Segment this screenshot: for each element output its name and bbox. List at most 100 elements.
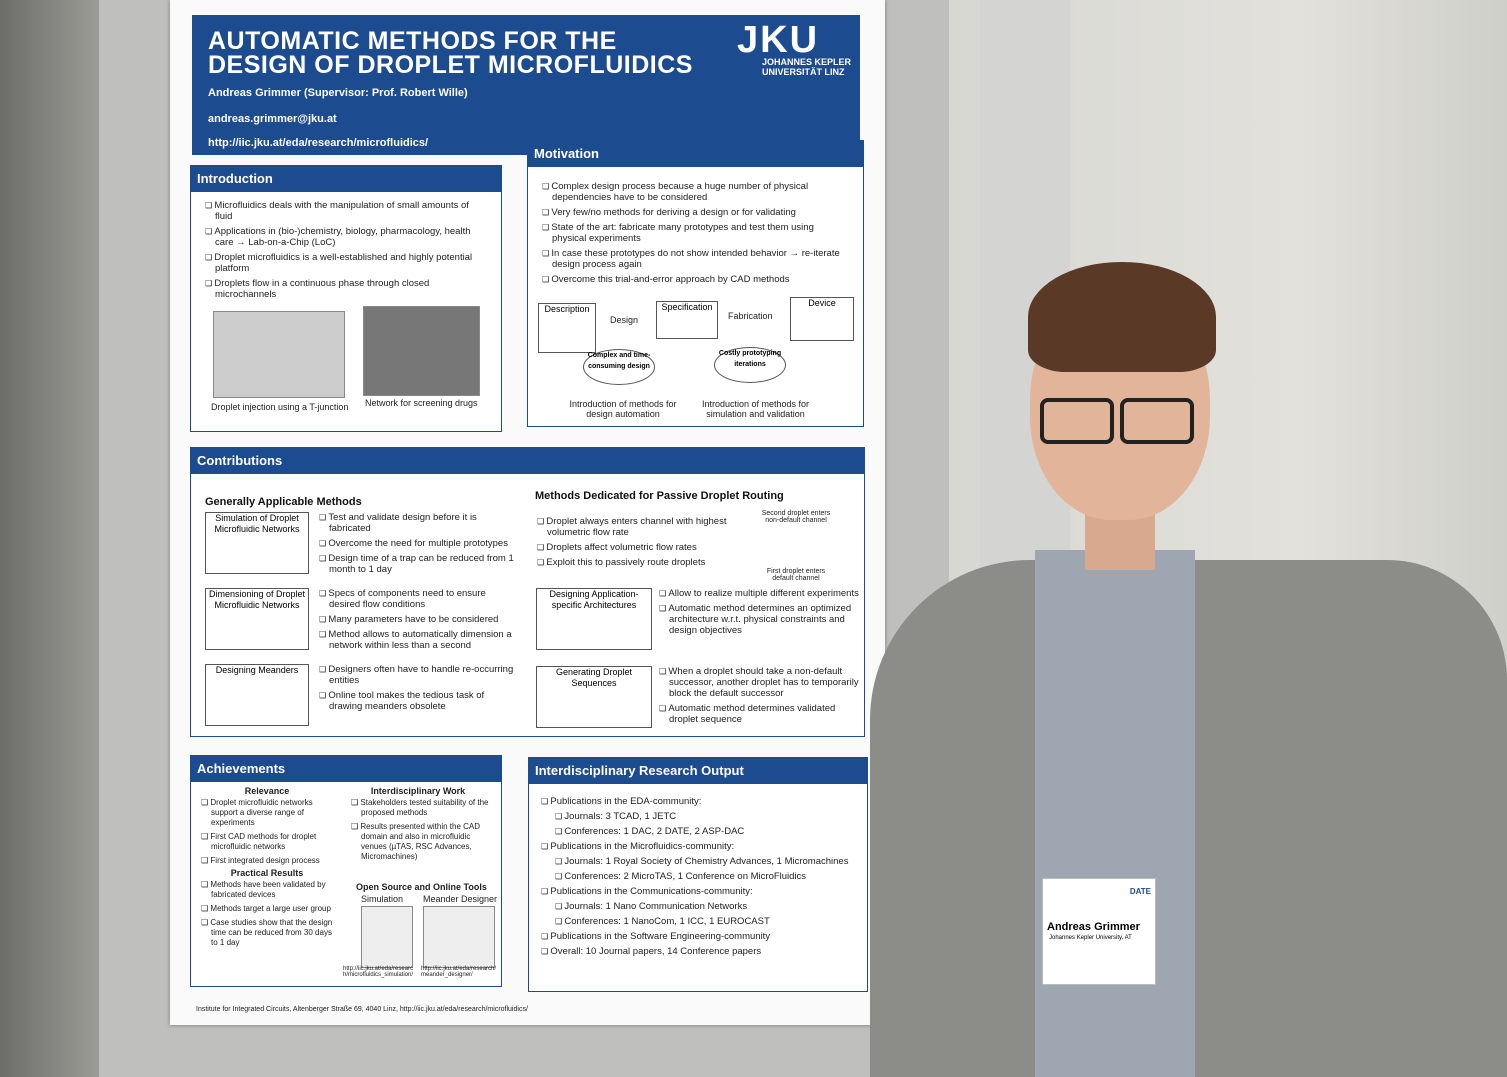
list-item: In case these prototypes do not show int… (542, 248, 842, 270)
list-item: Applications in (bio-)chemistry, biology… (205, 226, 485, 248)
list-item: Droplet microfluidic networks support a … (201, 798, 337, 828)
sub-item: Journals: 1 Nano Communication Networks (541, 901, 861, 912)
burst: Costly prototyping iterations (714, 347, 786, 383)
title-line: DESIGN OF DROPLET MICROFLUIDICS (208, 51, 693, 79)
sub-item: Conferences: 1 NanoCom, 1 ICC, 1 EUROCAS… (541, 916, 861, 927)
achievements: Achievements Relevance Droplet microfluid… (190, 755, 502, 987)
sub-item: Journals: 1 Royal Society of Chemistry A… (541, 856, 861, 867)
item-list: Test and validate design before it is fa… (319, 512, 519, 579)
flow-box: Specification (656, 301, 718, 339)
badge-name: Andreas Grimmer (1047, 921, 1140, 933)
item-list: Microfluidics deals with the manipulatio… (205, 200, 485, 304)
diagram-label: Second droplet enters non-default channe… (761, 510, 831, 524)
list-item: Methods have been validated by fabricate… (201, 880, 337, 900)
burst: Complex and time-consuming design (583, 349, 655, 385)
list-item: Publications in the Communications-commu… (541, 886, 861, 897)
list-item: Test and validate design before it is fa… (319, 512, 519, 534)
url: http://iic.jku.at/eda/research/microflui… (208, 137, 429, 149)
tool-label: Meander Designer (423, 894, 498, 904)
section-heading: Achievements (191, 756, 501, 782)
list-item: Many parameters have to be considered (319, 614, 519, 625)
list-item: Overcome this trial-and-error approach b… (542, 274, 842, 285)
section-heading: Contributions (191, 448, 864, 474)
author: Andreas Grimmer (Supervisor: Prof. Rober… (208, 87, 468, 99)
subheading: Methods Dedicated for Passive Droplet Ro… (535, 490, 784, 502)
list-item: Overcome the need for multiple prototype… (319, 538, 519, 549)
list-item: Design time of a trap can be reduced fro… (319, 553, 519, 575)
list-item: Online tool makes the tedious task of dr… (319, 690, 519, 712)
list-item: State of the art: fabricate many prototy… (542, 222, 842, 244)
logo-text: JOHANNES KEPLER UNIVERSITÄT LINZ (762, 57, 851, 77)
tool-label: Simulation (361, 894, 404, 904)
footer: Institute for Integrated Circuits, Alten… (196, 1006, 528, 1013)
outcome: Introduction of methods for simulation a… (701, 399, 810, 419)
item-list: Methods have been validated by fabricate… (201, 880, 337, 952)
list-item: Case studies show that the design time c… (201, 918, 337, 948)
list-item: Very few/no methods for deriving a desig… (542, 207, 842, 218)
tool-image (423, 906, 495, 968)
group-title: Relevance (244, 786, 290, 796)
list-item: Droplet always enters channel with highe… (537, 516, 737, 538)
link: http://iic.jku.at/eda/research/microflui… (343, 966, 414, 978)
group-title: Practical Results (230, 868, 304, 878)
sub-item: Journals: 3 TCAD, 1 JETC (541, 811, 861, 822)
glasses (1120, 398, 1194, 444)
list-item: Publications in the Microfluidics-commun… (541, 841, 861, 852)
flow-box: Device (790, 297, 854, 341)
tool-image (361, 906, 413, 968)
contributions: Contributions Generally Applicable Metho… (190, 447, 865, 737)
section-heading: Introduction (191, 166, 501, 192)
item-list: Complex design process because a huge nu… (542, 181, 842, 289)
research-output: Interdisciplinary Research Output Public… (528, 757, 868, 992)
logo-line: UNIVERSITÄT LINZ (762, 67, 845, 77)
item-list: Droplet always enters channel with highe… (537, 516, 737, 572)
list-item: Overall: 10 Journal papers, 14 Conferenc… (541, 946, 861, 957)
list-item: Designers often have to handle re-occurr… (319, 664, 519, 686)
list-item: Complex design process because a huge nu… (542, 181, 842, 203)
item-list: When a droplet should take a non-default… (659, 666, 859, 729)
email: andreas.grimmer@jku.at (208, 113, 337, 125)
banner: AUTOMATIC METHODS FOR THE DESIGN OF DROPL… (192, 15, 860, 155)
method-box: Simulation of Droplet Microfluidic Netwo… (205, 512, 309, 574)
list-item: Methods target a large user group (201, 904, 337, 914)
item-list: Droplet microfluidic networks support a … (201, 798, 337, 870)
outcome: Introduction of methods for design autom… (569, 399, 677, 419)
badge-affiliation: Johannes Kepler University, AT (1049, 935, 1132, 941)
caption: Network for screening drugs (365, 398, 478, 408)
list-item: Exploit this to passively route droplets (537, 557, 737, 568)
list-item: Publications in the Software Engineering… (541, 931, 861, 942)
motivation: Motivation Complex design process becaus… (527, 140, 864, 427)
arrow-label: Fabrication (728, 311, 773, 321)
sub-item: Conferences: 2 MicroTAS, 1 Conference on… (541, 871, 861, 882)
method-box: Designing Meanders (205, 664, 309, 726)
glasses (1040, 398, 1114, 444)
method-box: Dimensioning of Droplet Microfluidic Net… (205, 588, 309, 650)
list-item: When a droplet should take a non-default… (659, 666, 859, 699)
list-item: First CAD methods for droplet microfluid… (201, 832, 337, 852)
item-list: Allow to realize multiple different expe… (659, 588, 859, 640)
link: http://iic.jku.at/eda/research/meander_d… (421, 966, 497, 978)
list-item: Stakeholders tested suitability of the p… (351, 798, 489, 818)
title-line: AUTOMATIC METHODS FOR THE (208, 27, 617, 55)
subheading: Generally Applicable Methods (205, 496, 362, 508)
list-item: Method allows to automatically dimension… (319, 629, 519, 651)
sub-item: Conferences: 1 DAC, 2 DATE, 2 ASP-DAC (541, 826, 861, 837)
person-shirt (1035, 550, 1195, 1077)
list-item: Allow to realize multiple different expe… (659, 588, 859, 599)
section-heading: Interdisciplinary Research Output (529, 758, 867, 784)
list-item: Specs of components need to ensure desir… (319, 588, 519, 610)
badge: DATE Andreas Grimmer Johannes Kepler Uni… (1042, 878, 1156, 985)
flow-box: Description (538, 303, 596, 353)
caption: Droplet injection using a T-junction (211, 402, 349, 412)
method-box: Designing Application-specific Architect… (536, 588, 652, 650)
list-item: Results presented within the CAD domain … (351, 822, 489, 862)
logo-line: JOHANNES KEPLER (762, 57, 852, 67)
list-item: First integrated design process (201, 856, 337, 866)
title: AUTOMATIC METHODS FOR THE DESIGN OF DROPL… (208, 27, 693, 79)
list-item: Microfluidics deals with the manipulatio… (205, 200, 485, 222)
diagram-label: First droplet enters default channel (766, 568, 826, 582)
introduction: Introduction Microfluidics deals with th… (190, 165, 502, 432)
person-hair (1028, 262, 1216, 372)
method-box: Generating Droplet Sequences (536, 666, 652, 728)
